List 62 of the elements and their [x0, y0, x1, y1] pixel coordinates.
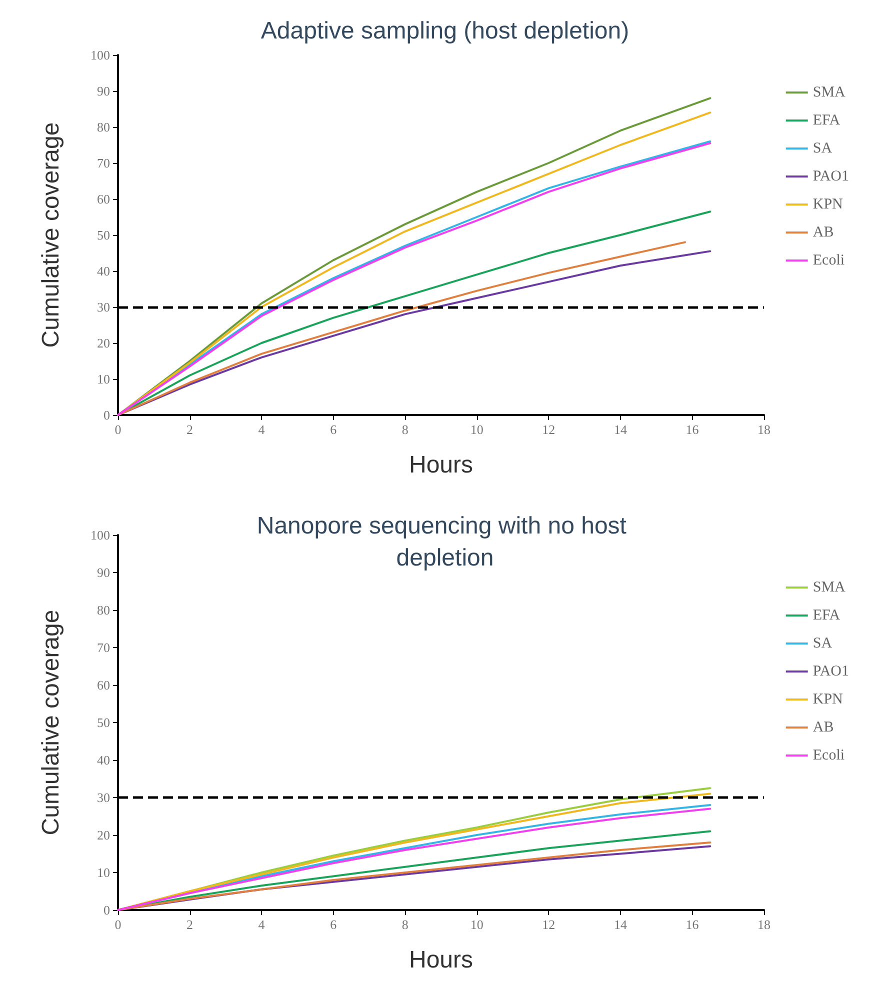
y-tick-label: 20 [97, 828, 110, 842]
y-tick-label: 100 [90, 528, 110, 542]
y-tick-label: 100 [90, 48, 110, 62]
x-tick-label: 4 [258, 917, 266, 932]
x-axis-title: Hours [408, 452, 474, 478]
x-tick-label: 14 [614, 917, 628, 932]
y-tick-label: 50 [97, 715, 110, 730]
y-tick-label: 30 [97, 790, 110, 805]
x-tick-label: 16 [686, 917, 700, 932]
legend-label: EFA [812, 112, 840, 128]
x-tick-label: 10 [470, 917, 484, 932]
y-tick-label: 40 [97, 752, 110, 768]
x-tick-label: 16 [686, 422, 700, 437]
legend-label: Ecoli [812, 252, 845, 268]
y-tick-label: 80 [97, 120, 110, 134]
y-tick-label: 20 [97, 336, 110, 350]
x-tick-label: 6 [330, 917, 338, 932]
chart-title: Nanopore sequencing with no host depletion [256, 512, 634, 572]
x-tick-label: 2 [186, 422, 194, 437]
legend-label: KPN [812, 196, 844, 212]
y-tick-label: 30 [97, 300, 110, 314]
legend-label: PAO1 [812, 168, 850, 184]
legend-label: KPN [812, 692, 844, 708]
legend-label: SMA [812, 580, 846, 596]
x-tick-label: 4 [258, 422, 266, 437]
legend-label: PAO1 [812, 664, 850, 680]
y-tick-label: 0 [104, 408, 110, 422]
x-tick-label: 0 [114, 917, 122, 932]
x-tick-label: 8 [402, 422, 408, 437]
y-axis-title: Cumulative coverage [38, 610, 64, 836]
chart-title: Adaptive sampling (host depletion) [260, 18, 630, 44]
x-tick-label: 12 [542, 917, 556, 932]
x-tick-label: 10 [470, 422, 484, 437]
x-tick-label: 2 [186, 917, 194, 932]
x-tick-label: 8 [402, 917, 408, 932]
y-tick-label: 80 [97, 602, 110, 618]
y-tick-label: 70 [97, 156, 110, 170]
x-tick-label: 12 [542, 422, 556, 437]
y-tick-label: 40 [97, 264, 110, 278]
x-tick-label: 0 [114, 422, 122, 437]
legend-label: Ecoli [812, 748, 845, 764]
x-tick-label: 18 [758, 917, 770, 932]
y-tick-label: 10 [97, 372, 110, 386]
y-tick-label: 10 [97, 865, 110, 880]
legend-label: AB [812, 720, 834, 736]
legend-label: AB [812, 224, 834, 240]
y-tick-label: 90 [97, 565, 110, 580]
legend-label: SMA [812, 84, 846, 100]
x-tick-label: 6 [330, 422, 338, 437]
legend-label: SA [812, 140, 832, 156]
y-tick-label: 60 [97, 192, 110, 206]
y-tick-label: 0 [104, 902, 110, 918]
legend-label: EFA [812, 608, 840, 624]
y-tick-label: 90 [97, 84, 110, 98]
y-axis-title: Cumulative coverage [38, 122, 64, 348]
x-axis-title: Hours [408, 946, 474, 974]
y-tick-label: 70 [97, 640, 110, 655]
y-tick-label: 60 [97, 678, 110, 692]
x-tick-label: 18 [758, 422, 770, 437]
x-tick-label: 14 [614, 422, 628, 437]
y-tick-label: 50 [97, 228, 110, 242]
legend-label: SA [812, 636, 832, 652]
